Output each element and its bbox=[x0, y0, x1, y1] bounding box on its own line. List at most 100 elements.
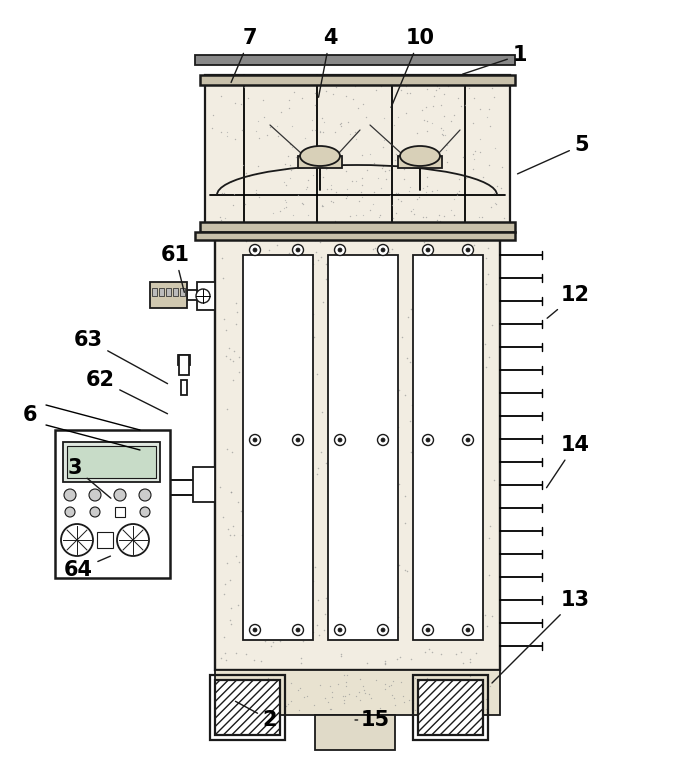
Point bbox=[355, 363, 366, 375]
Point bbox=[228, 528, 239, 540]
Point bbox=[422, 171, 433, 183]
Text: 3: 3 bbox=[68, 458, 111, 498]
Point bbox=[327, 88, 338, 100]
Point bbox=[259, 387, 269, 399]
Point bbox=[457, 263, 468, 276]
Circle shape bbox=[426, 628, 430, 632]
Point bbox=[234, 366, 244, 378]
Point bbox=[437, 695, 447, 707]
Point bbox=[445, 115, 456, 127]
Point bbox=[448, 192, 459, 204]
Bar bbox=[197, 282, 215, 310]
Bar bbox=[181, 380, 187, 395]
Point bbox=[259, 495, 269, 507]
Point bbox=[396, 84, 407, 96]
Point bbox=[481, 252, 492, 264]
Point bbox=[498, 213, 509, 225]
Point bbox=[218, 695, 229, 707]
Point bbox=[463, 686, 474, 698]
Point bbox=[286, 422, 297, 434]
Point bbox=[379, 134, 390, 146]
Point bbox=[436, 648, 447, 660]
Point bbox=[234, 350, 244, 363]
Point bbox=[379, 493, 390, 505]
Point bbox=[465, 653, 476, 665]
Point bbox=[430, 310, 441, 322]
Point bbox=[297, 198, 307, 210]
Point bbox=[419, 235, 430, 248]
Point bbox=[255, 693, 265, 705]
Point bbox=[228, 678, 239, 690]
Point bbox=[268, 636, 279, 648]
Point bbox=[340, 89, 351, 101]
Point bbox=[239, 677, 250, 689]
Point bbox=[290, 448, 301, 460]
Point bbox=[424, 643, 435, 655]
Point bbox=[338, 696, 349, 709]
Point bbox=[318, 171, 329, 183]
Point bbox=[239, 624, 250, 636]
Point bbox=[437, 332, 448, 344]
Point bbox=[340, 439, 351, 451]
Point bbox=[278, 326, 288, 338]
Circle shape bbox=[114, 489, 126, 501]
Point bbox=[381, 487, 392, 499]
Point bbox=[350, 690, 361, 702]
Point bbox=[356, 148, 367, 160]
Point bbox=[238, 592, 249, 604]
Point bbox=[351, 126, 362, 138]
Point bbox=[275, 106, 286, 118]
Point bbox=[240, 235, 251, 248]
Point bbox=[358, 618, 369, 631]
Point bbox=[248, 373, 259, 385]
Point bbox=[468, 163, 479, 175]
Point bbox=[234, 677, 244, 689]
Point bbox=[357, 172, 368, 184]
Point bbox=[250, 167, 261, 179]
Point bbox=[253, 115, 263, 127]
Point bbox=[335, 265, 346, 277]
Point bbox=[355, 185, 366, 198]
Point bbox=[234, 556, 244, 569]
Point bbox=[444, 688, 455, 700]
Point bbox=[328, 296, 339, 308]
Point bbox=[362, 548, 373, 560]
Point bbox=[248, 552, 259, 564]
Point bbox=[280, 699, 291, 712]
Point bbox=[399, 696, 410, 708]
Point bbox=[467, 117, 478, 129]
Point bbox=[296, 340, 307, 352]
Point bbox=[271, 472, 282, 484]
Point bbox=[261, 217, 271, 229]
Point bbox=[215, 211, 226, 223]
Point bbox=[246, 234, 257, 246]
Point bbox=[287, 361, 298, 373]
Point bbox=[413, 593, 424, 606]
Point bbox=[332, 678, 343, 690]
Point bbox=[265, 373, 276, 385]
Point bbox=[301, 183, 311, 195]
Point bbox=[410, 352, 420, 364]
Point bbox=[384, 529, 395, 541]
Point bbox=[417, 242, 428, 254]
Point bbox=[437, 481, 447, 494]
Point bbox=[365, 575, 376, 587]
Point bbox=[318, 126, 328, 139]
Point bbox=[318, 79, 329, 92]
Point bbox=[410, 276, 420, 288]
Point bbox=[464, 620, 475, 632]
Point bbox=[435, 123, 446, 135]
Point bbox=[364, 148, 375, 160]
Point bbox=[217, 272, 228, 284]
Point bbox=[225, 486, 236, 498]
Point bbox=[255, 314, 265, 326]
Point bbox=[483, 350, 494, 363]
Ellipse shape bbox=[400, 146, 440, 166]
Point bbox=[357, 98, 368, 111]
Point bbox=[236, 505, 246, 517]
Point bbox=[473, 600, 483, 612]
Point bbox=[265, 584, 276, 597]
Point bbox=[311, 245, 322, 257]
Bar bbox=[187, 290, 197, 300]
Circle shape bbox=[196, 289, 210, 303]
